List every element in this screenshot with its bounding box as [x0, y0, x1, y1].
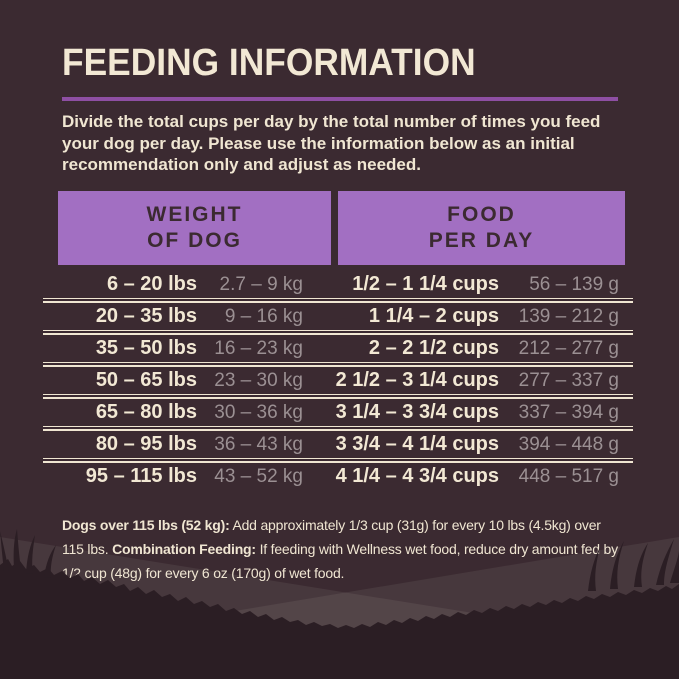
table-row: 80 – 95 lbs 36 – 43 kg 3 3/4 – 4 1/4 cup…	[43, 431, 633, 458]
weight-lbs-cell: 95 – 115 lbs	[85, 465, 197, 487]
food-cups-cell: 1 1/4 – 2 cups	[368, 305, 499, 327]
table-row: 6 – 20 lbs 2.7 – 9 kg 1/2 – 1 1/4 cups 5…	[43, 271, 633, 298]
food-grams-cell: 448 – 517 g	[518, 465, 619, 487]
food-cups-cell: 2 1/2 – 3 1/4 cups	[335, 369, 499, 391]
table-row: 95 – 115 lbs 43 – 52 kg 4 1/4 – 4 3/4 cu…	[43, 463, 633, 490]
weight-kg-cell: 36 – 43 kg	[214, 433, 303, 455]
grass-blades-left-icon	[0, 529, 56, 578]
weight-kg-cell: 23 – 30 kg	[214, 369, 303, 391]
food-cups-cell: 3 3/4 – 4 1/4 cups	[335, 433, 499, 455]
page-title: FEEDING INFORMATION	[62, 42, 476, 84]
food-header-line1: FOOD	[447, 203, 516, 226]
food-grams-cell: 337 – 394 g	[518, 401, 619, 423]
weight-lbs-cell: 50 – 65 lbs	[95, 369, 197, 391]
food-cups-cell: 1/2 – 1 1/4 cups	[352, 273, 499, 295]
row-divider	[43, 298, 633, 303]
table-row: 20 – 35 lbs 9 – 16 kg 1 1/4 – 2 cups 139…	[43, 303, 633, 330]
footnote-bold-combination-feeding: Combination Feeding:	[112, 541, 256, 557]
weight-lbs-cell: 80 – 95 lbs	[95, 433, 197, 455]
weight-kg-cell: 9 – 16 kg	[224, 305, 303, 327]
food-grams-cell: 212 – 277 g	[518, 337, 619, 359]
title-underline	[62, 97, 618, 101]
table-row: 35 – 50 lbs 16 – 23 kg 2 – 2 1/2 cups 21…	[43, 335, 633, 362]
food-grams-cell: 56 – 139 g	[529, 273, 619, 295]
feeding-table-body: 6 – 20 lbs 2.7 – 9 kg 1/2 – 1 1/4 cups 5…	[43, 271, 633, 490]
table-row: 65 – 80 lbs 30 – 36 kg 3 1/4 – 3 3/4 cup…	[43, 399, 633, 426]
food-grams-cell: 277 – 337 g	[518, 369, 619, 391]
weight-lbs-cell: 65 – 80 lbs	[95, 401, 197, 423]
weight-header-line2: OF DOG	[147, 229, 242, 252]
food-cups-cell: 2 – 2 1/2 cups	[368, 337, 499, 359]
weight-kg-cell: 2.7 – 9 kg	[219, 273, 303, 295]
row-divider	[43, 330, 633, 335]
grass-blades-right-icon	[588, 539, 679, 591]
table-row: 50 – 65 lbs 23 – 30 kg 2 1/2 – 3 1/4 cup…	[43, 367, 633, 394]
grass-silhouette	[0, 559, 679, 679]
food-grams-cell: 394 – 448 g	[518, 433, 619, 455]
footnote: Dogs over 115 lbs (52 kg): Add approxima…	[62, 513, 622, 585]
table-header-row: WEIGHT OF DOG FOOD PER DAY	[58, 191, 625, 265]
food-header-line2: PER DAY	[428, 229, 535, 252]
weight-lbs-cell: 20 – 35 lbs	[95, 305, 197, 327]
footnote-text-combination-feeding: If feeding with Wellness wet food, reduc…	[62, 541, 618, 581]
footnote-bold-over115: Dogs over 115 lbs (52 kg):	[62, 517, 230, 533]
weight-lbs-cell: 6 – 20 lbs	[106, 273, 197, 295]
footnote-text-over115: Add approximately 1/3 cup (31g) for ever…	[62, 517, 601, 557]
row-divider	[43, 458, 633, 463]
food-cups-cell: 3 1/4 – 3 3/4 cups	[335, 401, 499, 423]
row-divider	[43, 394, 633, 399]
row-divider	[43, 426, 633, 431]
weight-kg-cell: 16 – 23 kg	[214, 337, 303, 359]
weight-lbs-cell: 35 – 50 lbs	[95, 337, 197, 359]
weight-of-dog-header: WEIGHT OF DOG	[58, 191, 331, 265]
food-per-day-header: FOOD PER DAY	[338, 191, 625, 265]
food-cups-cell: 4 1/4 – 4 3/4 cups	[335, 465, 499, 487]
landscape-decoration	[0, 529, 679, 679]
intro-text: Divide the total cups per day by the tot…	[62, 112, 601, 174]
weight-kg-cell: 43 – 52 kg	[214, 465, 303, 487]
weight-kg-cell: 30 – 36 kg	[214, 401, 303, 423]
food-grams-cell: 139 – 212 g	[518, 305, 619, 327]
weight-header-line1: WEIGHT	[146, 203, 243, 226]
row-divider	[43, 362, 633, 367]
